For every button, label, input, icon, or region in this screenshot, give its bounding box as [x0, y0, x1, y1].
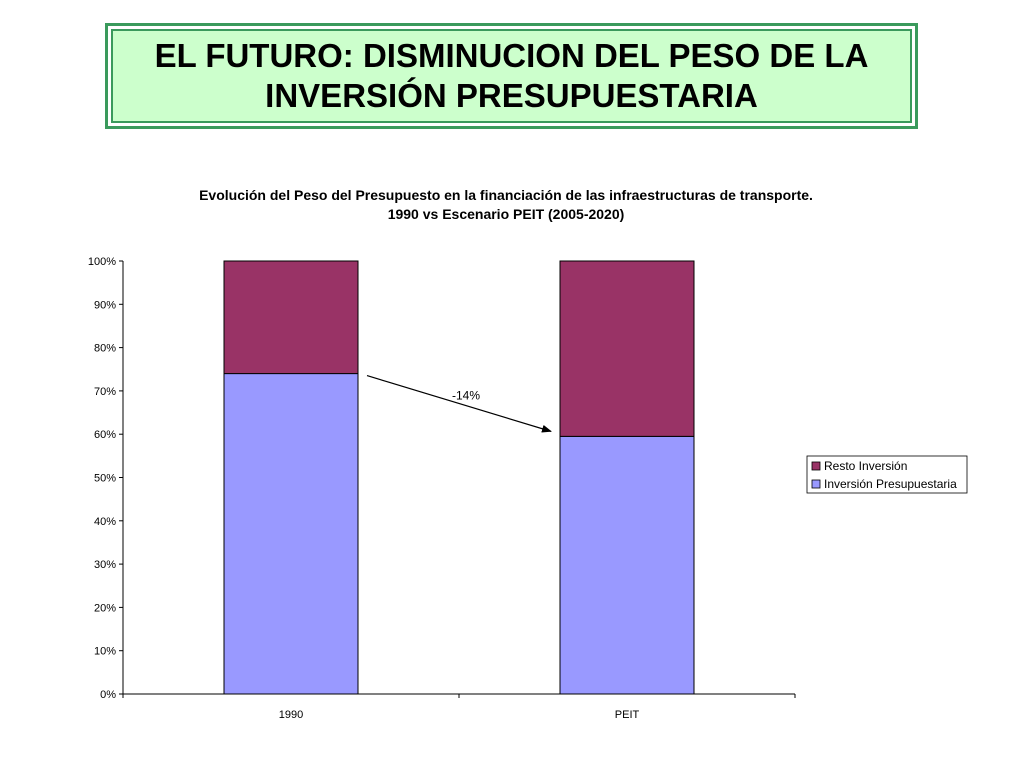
y-tick-label: 50%	[94, 473, 116, 485]
annotation-arrow	[366, 375, 552, 433]
bar-segment	[223, 260, 359, 375]
y-tick-label: 70%	[94, 386, 116, 398]
y-tick-label: 30%	[94, 559, 116, 571]
x-tick-label: PEIT	[615, 709, 640, 721]
legend-box	[806, 455, 968, 494]
y-tick-label: 80%	[94, 343, 116, 355]
bar-segment	[559, 435, 695, 695]
y-tick-label: 60%	[94, 429, 116, 441]
legend-swatch	[811, 461, 821, 471]
y-tick-label: 10%	[94, 646, 116, 658]
legend-label: Inversión Presupuestaria	[824, 477, 957, 491]
y-tick-label: 90%	[94, 299, 116, 311]
y-tick-label: 100%	[88, 256, 116, 268]
y-tick-label: 40%	[94, 516, 116, 528]
annotation-label: -14%	[452, 388, 480, 402]
legend-label: Resto Inversión	[824, 459, 907, 473]
bar-segment	[559, 260, 695, 437]
slide-title: EL FUTURO: DISMINUCION DEL PESO DE LA IN…	[154, 37, 869, 114]
x-tick-label: 1990	[279, 709, 303, 721]
legend-swatch	[811, 479, 821, 489]
bar-segment	[223, 373, 359, 695]
y-tick-label: 20%	[94, 602, 116, 614]
y-tick-label: 0%	[100, 689, 116, 701]
legend: Resto Inversión Inversión Presupuestaria	[806, 455, 968, 494]
title-banner: EL FUTURO: DISMINUCION DEL PESO DE LA IN…	[105, 23, 918, 129]
plot-area: 0% 10% 20% 30% 40% 50% 60% 70% 80% 90% 100% 1990 PEI…	[88, 256, 796, 721]
chart-subtitle: 1990 vs Escenario PEIT (2005-2020)	[388, 206, 625, 222]
title-banner-inner: EL FUTURO: DISMINUCION DEL PESO DE LA IN…	[111, 29, 912, 123]
chart-title: Evolución del Peso del Presupuesto en la…	[199, 187, 813, 203]
